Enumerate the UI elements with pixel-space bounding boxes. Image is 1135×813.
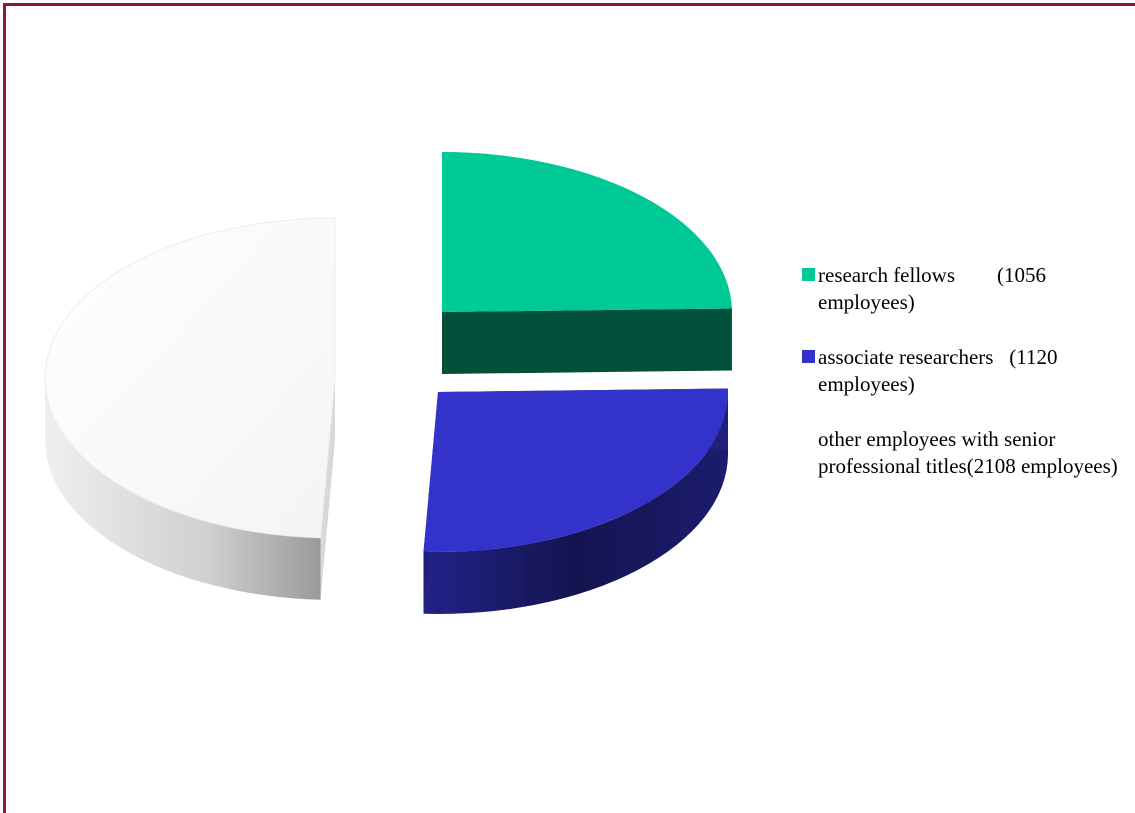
slice-face-other-employees-0 [320,378,335,600]
slice-side-other-employees [45,378,321,600]
slice-face-research-fellows-1 [442,308,732,374]
slice-top-associate-researchers [423,388,728,552]
legend-swatch-other-employees [802,432,815,445]
slice-top-research-fellows [442,152,732,312]
slice-associate-researchers [423,388,728,614]
slice-top-other-employees [44,217,336,539]
legend-item-associate-researchers: associate researchers (1120 employees) [800,344,1135,398]
chart-legend: research fellows (1056 employees) associ… [800,262,1135,508]
legend-swatch-research-fellows [802,268,815,281]
legend-swatch-associate-researchers [802,350,815,363]
slice-side-associate-researchers [423,392,728,614]
legend-label-other-employees: other employees with senior professional… [818,427,1118,478]
slice-other-employees [44,217,336,600]
legend-label-associate-researchers: associate researchers (1120 employees) [818,345,1063,396]
legend-label-research-fellows: research fellows (1056 employees) [818,263,1052,314]
slice-research-fellows [442,152,732,374]
legend-item-other-employees: other employees with senior professional… [800,426,1135,480]
chart-frame [3,3,1135,813]
legend-item-research-fellows: research fellows (1056 employees) [800,262,1135,316]
